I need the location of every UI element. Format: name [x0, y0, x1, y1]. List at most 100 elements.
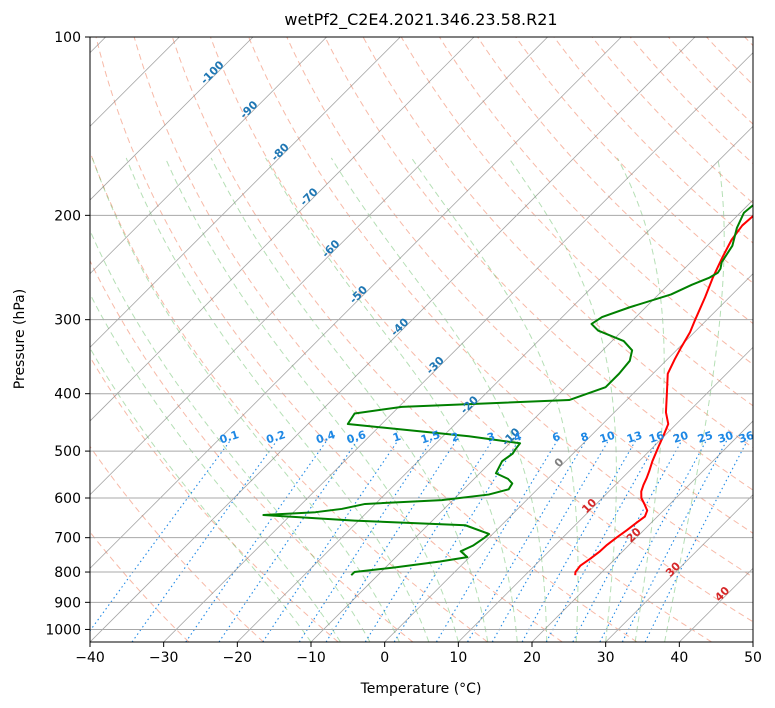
mixing-ratio-label: 10 — [598, 429, 617, 446]
x-tick-label: 0 — [380, 650, 389, 666]
mixing-ratio-line — [364, 440, 493, 642]
mixing-ratio-line — [467, 440, 587, 642]
mixing-ratio-line — [521, 440, 637, 642]
isotherm-line — [458, 346, 753, 642]
mixing-ratio-line — [298, 440, 432, 642]
isotherm-line — [90, 37, 327, 275]
isotherm-line — [531, 420, 753, 642]
isotherm-line — [90, 37, 401, 348]
dry-adiabat-line — [248, 37, 753, 578]
isotherm-line — [90, 37, 548, 496]
isotherm-line — [90, 37, 622, 569]
dry-adiabat-line — [324, 37, 753, 491]
mixing-ratio-label: 0.4 — [314, 428, 337, 446]
moist-adiabat-line — [508, 157, 617, 642]
x-tick-label: −30 — [149, 650, 179, 666]
mixing-ratio-line — [131, 440, 278, 642]
y-axis-label: Pressure (hPa) — [12, 289, 28, 389]
mixing-ratio-line — [491, 440, 609, 642]
y-tick-label: 700 — [54, 531, 81, 547]
mixing-ratio-line — [572, 440, 683, 642]
mixing-ratio-line — [545, 440, 659, 642]
isotherm-line — [90, 37, 696, 642]
dry-adiabat-line — [90, 259, 414, 642]
mixing-ratio-line — [621, 440, 728, 642]
isotherm-line — [310, 199, 753, 642]
mixing-ratio-label: 13 — [625, 429, 644, 446]
moist-adiabat-line — [616, 157, 665, 642]
isobars — [90, 37, 753, 630]
isotherm-line — [384, 273, 753, 642]
x-tick-label: 30 — [597, 650, 615, 666]
dry-adiabat-line — [591, 37, 753, 204]
temperature-profile-line — [574, 214, 753, 576]
chart-title: wetPf2_C2E4.2021.346.23.58.R21 — [284, 10, 557, 30]
y-tick-label: 100 — [54, 30, 81, 46]
mixing-ratio-line — [644, 440, 748, 642]
mixing-ratio-label: 16 — [647, 429, 666, 446]
x-axis-ticks: −40 −30 −20 −10 0 10 20 30 40 50 — [75, 642, 762, 666]
dry-adiabat-line — [95, 37, 563, 642]
mixing-ratio-label: 6 — [551, 430, 563, 445]
y-tick-label: 600 — [54, 491, 81, 507]
isotherm-line — [90, 37, 475, 422]
dry-adiabat-line — [90, 445, 264, 642]
mixing-ratio-label: 20 — [671, 429, 690, 446]
dry-adiabat-line — [477, 37, 753, 325]
y-tick-label: 500 — [54, 444, 81, 460]
mixing-ratio-labels: 0.1 0.2 0.4 0.6 1 1.5 2 3 4 6 8 10 13 16 20 25 30 36 — [218, 428, 756, 446]
x-tick-label: −20 — [223, 650, 253, 666]
mixing-ratio-label: 0.6 — [345, 428, 368, 446]
mixing-ratio-line — [185, 440, 328, 642]
x-tick-label: −10 — [296, 650, 326, 666]
x-tick-label: 10 — [449, 650, 467, 666]
mixing-ratio-label: 3 — [485, 430, 496, 445]
mixing-ratio-label: 1.5 — [419, 428, 442, 446]
mixing-ratio-label: 30 — [716, 429, 735, 446]
mixing-ratio-label: 1 — [391, 430, 402, 445]
x-tick-label: 50 — [744, 650, 762, 666]
x-tick-label: 20 — [523, 650, 541, 666]
mixing-ratio-label: 4 — [512, 430, 524, 445]
y-tick-label: 300 — [54, 313, 81, 329]
mixing-ratio-label: 36 — [737, 429, 756, 446]
dry-adiabat-line — [133, 37, 638, 642]
moist-adiabat-line — [265, 157, 518, 642]
x-tick-label: −40 — [75, 650, 105, 666]
dry-adiabat-line — [629, 37, 753, 165]
mixing-ratio-line — [599, 440, 707, 642]
y-tick-label: 800 — [54, 565, 81, 581]
moist-adiabat-line — [411, 157, 579, 642]
moist-adiabat-line — [664, 157, 725, 642]
dry-adiabat-line — [210, 37, 753, 623]
plot-frame — [89, 36, 754, 643]
isotherm-line — [605, 494, 753, 642]
x-axis-label: Temperature (°C) — [360, 681, 482, 697]
mixing-ratio-line — [435, 440, 558, 642]
y-tick-label: 400 — [54, 387, 81, 403]
y-axis-ticks: 100 200 300 400 500 600 700 800 900 1000 — [45, 30, 90, 638]
mixing-ratio-label: 0.1 — [218, 428, 241, 446]
dewpoint-profile-line — [262, 203, 753, 576]
y-tick-label: 900 — [54, 595, 81, 611]
x-tick-label: 40 — [670, 650, 688, 666]
isotherm-line — [90, 37, 254, 201]
y-tick-label: 200 — [54, 208, 81, 224]
mixing-ratio-label: 8 — [579, 430, 590, 445]
dry-adiabat-line — [515, 37, 753, 284]
moist-adiabat-line — [90, 292, 341, 642]
dry-adiabat-line — [400, 37, 753, 407]
isotherm-line — [237, 125, 753, 642]
profiles — [262, 203, 753, 576]
y-tick-label: 1000 — [45, 622, 81, 638]
dry-adiabat-line — [171, 37, 712, 642]
moist-adiabat-line — [90, 347, 312, 642]
isotherm-line — [163, 52, 753, 642]
mixing-ratio-label: 2 — [449, 430, 460, 445]
mixing-ratio-label: 0.2 — [265, 428, 288, 446]
plot-area: -100-90-80-70-60-50-40-30-20-10010203040… — [90, 37, 756, 642]
mixing-ratio-label: 25 — [696, 429, 715, 446]
isotherms — [90, 37, 753, 642]
